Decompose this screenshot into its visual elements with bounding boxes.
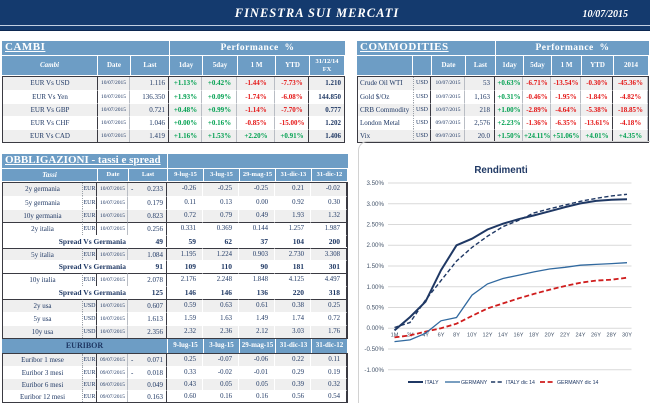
- svg-text:2.50%: 2.50%: [366, 222, 384, 229]
- svg-text:0.50%: 0.50%: [366, 305, 384, 312]
- svg-text:30Y: 30Y: [622, 333, 632, 339]
- svg-text:-0.50%: -0.50%: [364, 346, 384, 353]
- svg-text:ITALY: ITALY: [425, 380, 439, 386]
- svg-text:4Y: 4Y: [422, 333, 429, 339]
- svg-text:26Y: 26Y: [591, 333, 601, 339]
- svg-text:14Y: 14Y: [498, 333, 508, 339]
- svg-text:18Y: 18Y: [529, 333, 539, 339]
- svg-text:8Y: 8Y: [453, 333, 460, 339]
- svg-text:-1.00%: -1.00%: [364, 367, 384, 374]
- svg-text:1.50%: 1.50%: [366, 263, 384, 270]
- svg-text:ITALY dic 14: ITALY dic 14: [506, 380, 535, 386]
- svg-text:GERMANY: GERMANY: [461, 380, 488, 386]
- svg-text:12Y: 12Y: [483, 333, 493, 339]
- svg-text:0.00%: 0.00%: [366, 325, 384, 332]
- svg-text:28Y: 28Y: [607, 333, 617, 339]
- svg-text:6Y: 6Y: [438, 333, 445, 339]
- svg-text:16Y: 16Y: [514, 333, 524, 339]
- svg-text:1M: 1M: [391, 333, 399, 339]
- svg-text:Rendimenti: Rendimenti: [474, 165, 528, 176]
- svg-text:24Y: 24Y: [576, 333, 586, 339]
- svg-text:3.00%: 3.00%: [366, 201, 384, 208]
- svg-text:GERMANY dic 14: GERMANY dic 14: [557, 380, 599, 386]
- svg-text:1.00%: 1.00%: [366, 284, 384, 291]
- svg-text:2.00%: 2.00%: [366, 242, 384, 249]
- svg-text:22Y: 22Y: [560, 333, 570, 339]
- svg-text:10Y: 10Y: [467, 333, 477, 339]
- svg-text:3.50%: 3.50%: [366, 180, 384, 187]
- svg-text:20Y: 20Y: [545, 333, 555, 339]
